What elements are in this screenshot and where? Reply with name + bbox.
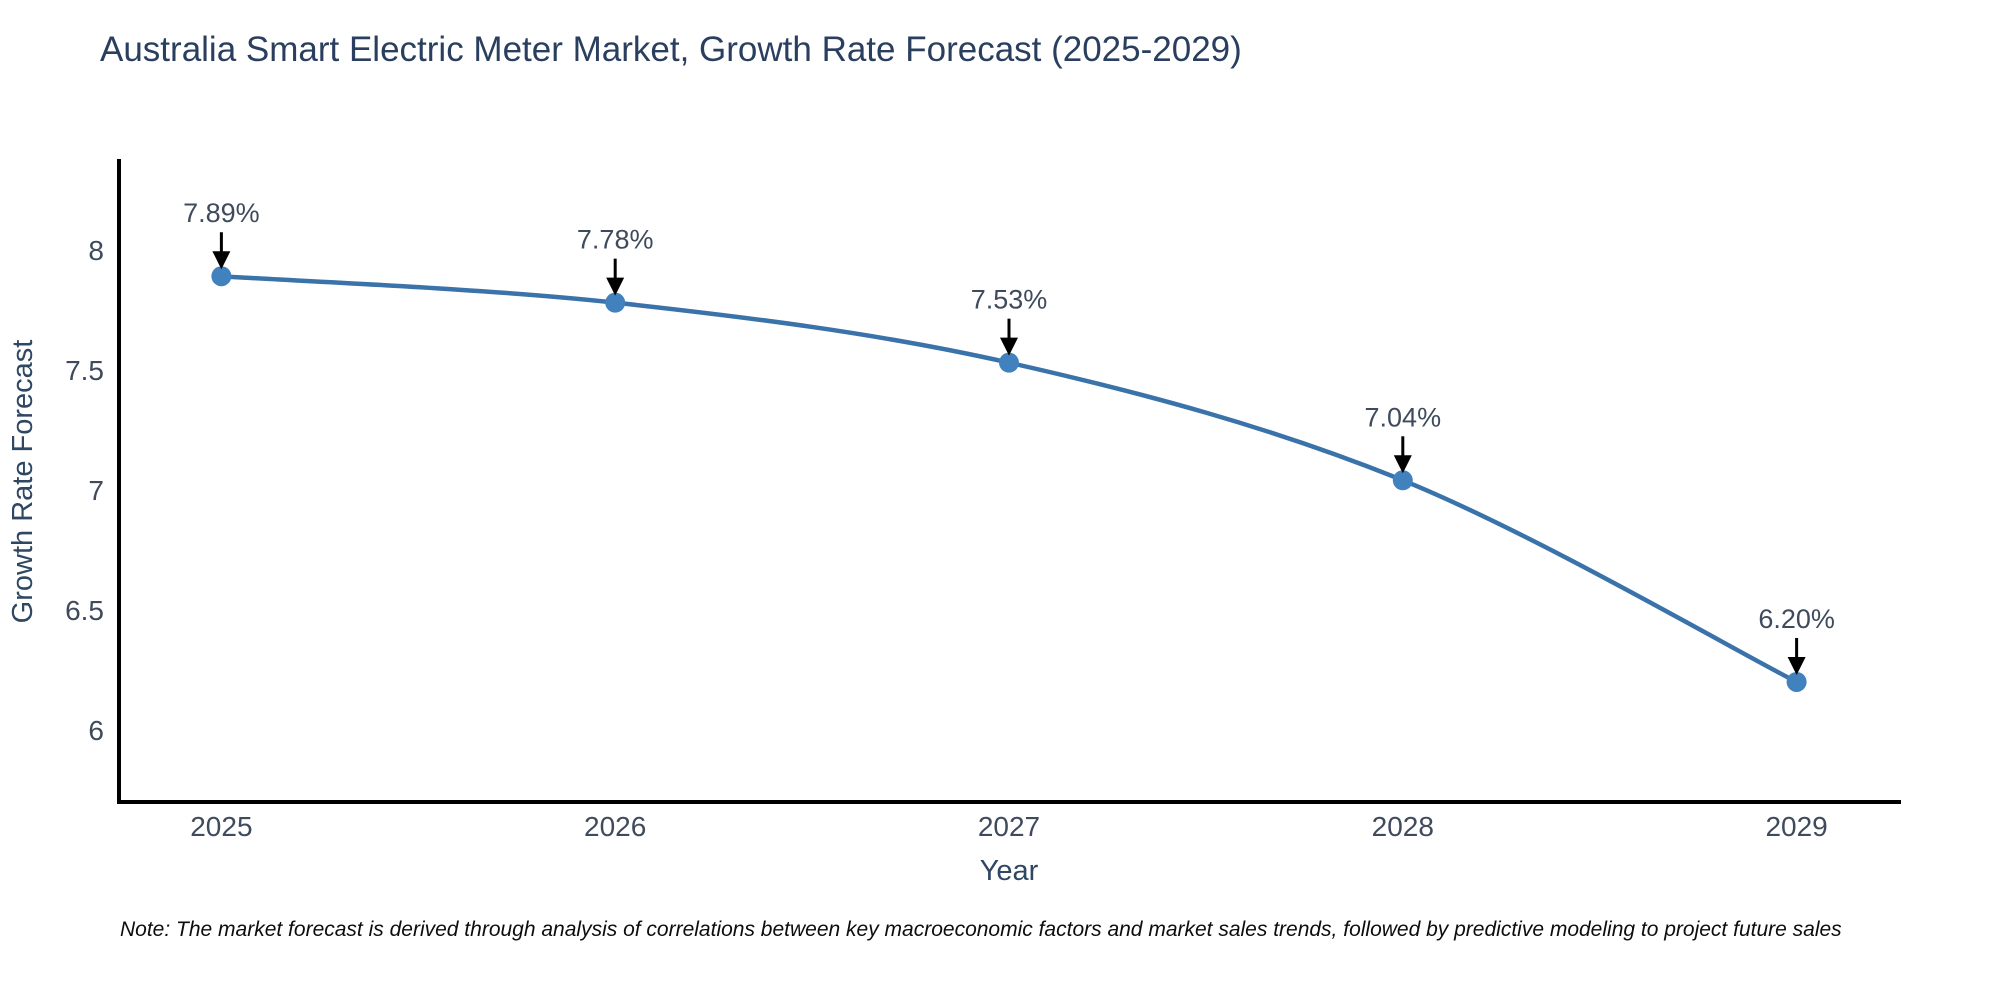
annotation-arrow-head <box>1000 337 1018 356</box>
annotation-label: 6.20% <box>1758 604 1835 634</box>
data-point-marker <box>605 292 626 313</box>
annotation-arrow-head <box>606 277 625 296</box>
data-point-marker <box>1392 470 1413 491</box>
y-tick-label: 7.5 <box>65 355 104 386</box>
y-axis-title: Growth Rate Forecast <box>7 340 39 624</box>
data-point-marker <box>1786 671 1807 692</box>
axis-lines <box>117 159 1901 804</box>
x-tick-label: 2026 <box>584 811 646 842</box>
annotation-arrow-head <box>1393 455 1412 474</box>
x-tick-label: 2029 <box>1765 811 1827 842</box>
annotation-arrow-head <box>1787 656 1806 675</box>
x-tick-label: 2028 <box>1372 811 1434 842</box>
y-tick-label: 6 <box>88 715 104 746</box>
annotation-label: 7.78% <box>577 225 654 255</box>
annotation-label: 7.04% <box>1365 402 1442 432</box>
y-tick-label: 6.5 <box>65 595 104 626</box>
x-axis-title: Year <box>980 855 1039 887</box>
x-tick-label: 2025 <box>190 811 252 842</box>
y-tick-label: 7 <box>88 475 104 506</box>
chart-title: Australia Smart Electric Meter Market, G… <box>100 30 1242 69</box>
y-tick-label: 8 <box>88 235 104 266</box>
x-tick-label: 2027 <box>978 811 1040 842</box>
annotation-label: 7.89% <box>183 198 260 228</box>
annotation-label: 7.53% <box>971 285 1048 315</box>
data-point-marker <box>999 352 1019 373</box>
footnote: Note: The market forecast is derived thr… <box>120 918 1842 941</box>
annotation-arrow-head <box>212 251 231 270</box>
data-point-marker <box>211 266 232 287</box>
